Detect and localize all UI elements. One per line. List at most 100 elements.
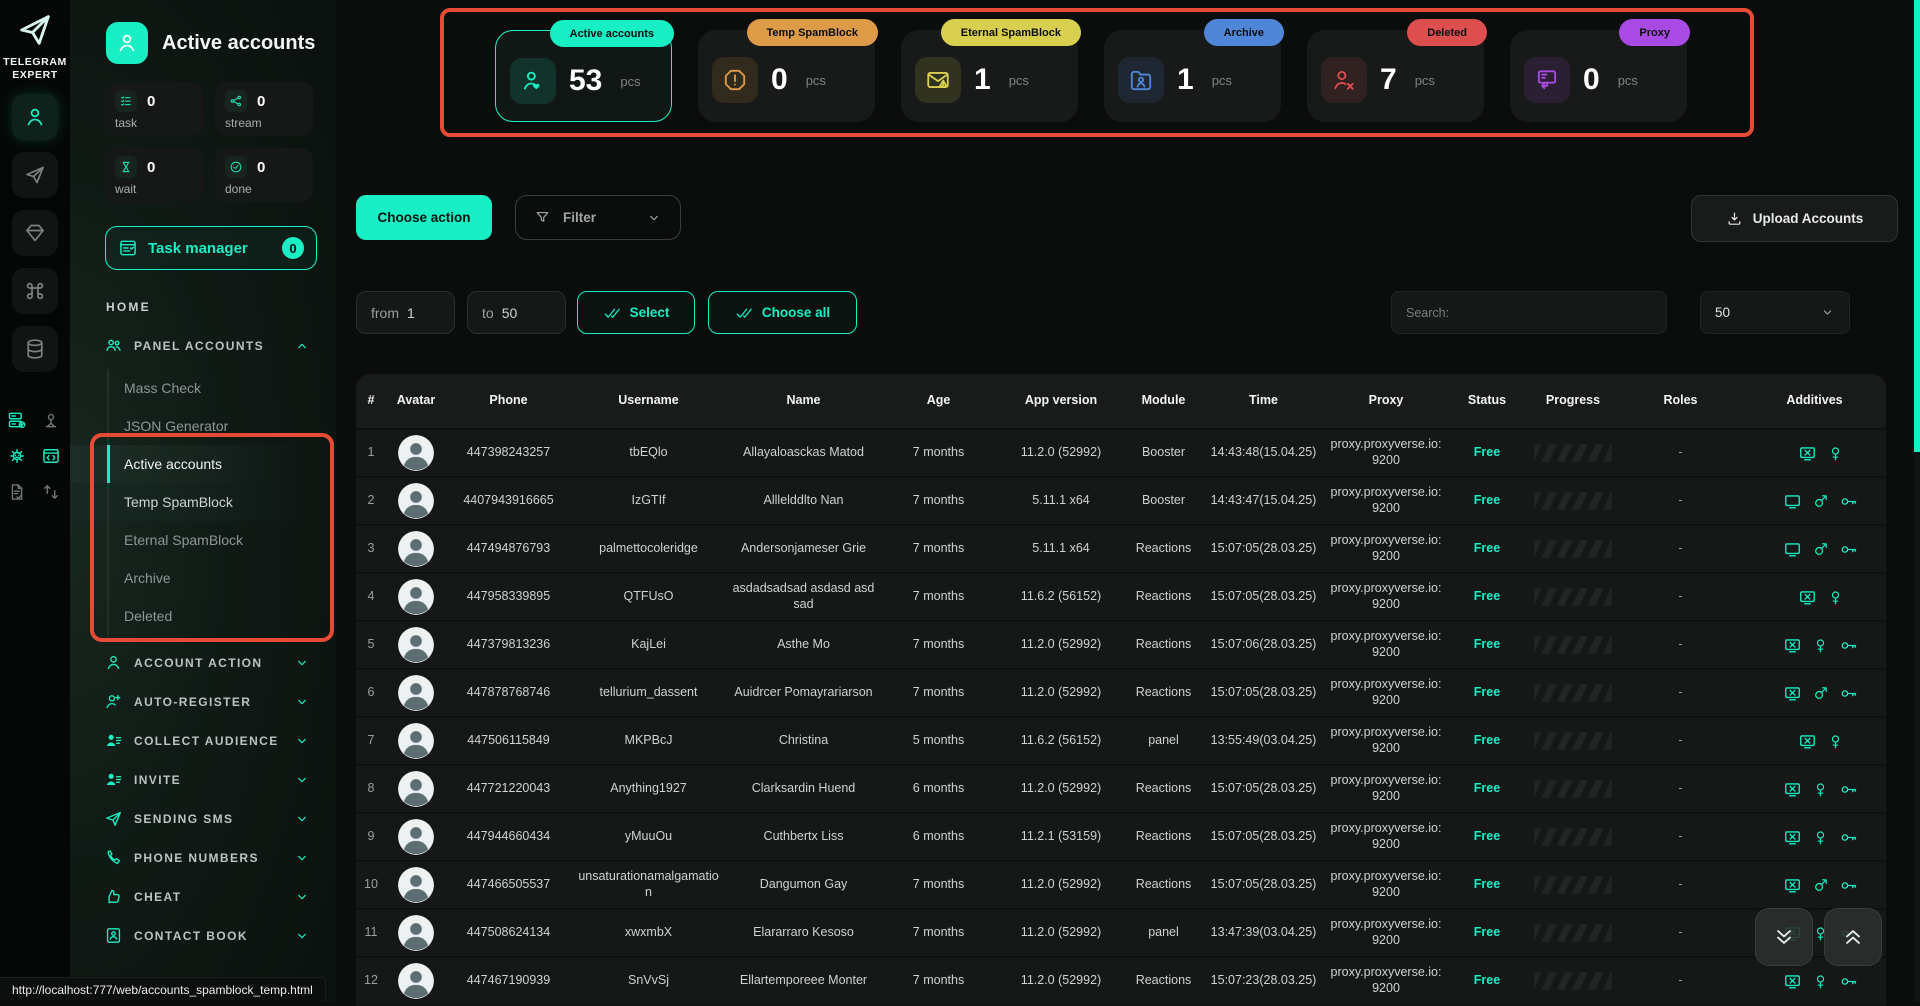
scrollbar-thumb[interactable] (1914, 0, 1920, 452)
column-header-name[interactable]: Name (786, 393, 821, 408)
status-bar-url: http://localhost:777/web/accounts_spambl… (0, 977, 326, 1002)
status-badge: Free (1473, 493, 1501, 508)
category-card-active-accounts[interactable]: Active accounts 53 pcs (495, 20, 674, 122)
sidebar-item-sending-sms[interactable]: SENDING SMS (70, 799, 336, 838)
table-row[interactable]: 4 447958339895 QTFUsO asdadsadsad asdasd as… (356, 572, 1886, 620)
cell-app-version: 11.6.2 (56152) (1020, 733, 1102, 748)
vertical-scrollbar[interactable] (1914, 0, 1920, 1002)
cell-age: 7 months (912, 589, 965, 604)
sidebar-item-contact-book[interactable]: CONTACT BOOK (70, 916, 336, 955)
chevron-down-icon (294, 772, 310, 788)
column-header-username[interactable]: Username (618, 393, 679, 408)
sidebar-item-archive[interactable]: Archive (70, 559, 336, 597)
category-card-deleted[interactable]: Deleted 7 pcs (1307, 19, 1487, 122)
table-row[interactable]: 9 447944660434 yMuuOu Cuthbertx Liss 6 month… (356, 812, 1886, 860)
category-card-eternal-spamblock[interactable]: Eternal SpamBlock 1 pcs (901, 19, 1081, 122)
category-card-temp-spamblock[interactable]: Temp SpamBlock 0 pcs (698, 19, 878, 122)
sidebar-item-panel-accounts[interactable]: PANEL ACCOUNTS (70, 326, 336, 365)
cell-phone: 447398243257 (466, 445, 551, 460)
rail-mini-person-cast[interactable] (41, 410, 61, 430)
table-row[interactable]: 8 447721220043 Anything1927 Clarksardin Hue… (356, 764, 1886, 812)
sidebar-item-collect-audience[interactable]: COLLECT AUDIENCE (70, 721, 336, 760)
brand-line2: EXPERT (12, 69, 58, 82)
category-card-proxy[interactable]: Proxy 0 pcs (1510, 19, 1690, 122)
cell-age: 7 months (912, 685, 965, 700)
choose-all-button[interactable]: Choose all (708, 291, 857, 334)
upload-accounts-button[interactable]: Upload Accounts (1691, 195, 1898, 242)
sidebar-item-temp-spamblock[interactable]: Temp SpamBlock (70, 483, 336, 521)
cell-app-version: 5.11.1 x64 (1032, 541, 1090, 556)
table-row[interactable]: 11 447508624134 xwxmbX Elararraro Kesoso 7 m… (356, 908, 1886, 956)
column-header-age[interactable]: Age (926, 393, 951, 408)
cell-progress (1528, 492, 1618, 510)
cell-age: 7 months (912, 637, 965, 652)
column-header-additives[interactable]: Additives (1786, 393, 1843, 408)
column-header-status[interactable]: Status (1467, 393, 1507, 408)
column-header-module[interactable]: Module (1141, 393, 1186, 408)
column-header-roles[interactable]: Roles (1663, 393, 1698, 408)
scroll-to-top-button[interactable] (1824, 908, 1882, 966)
page-size-select[interactable]: 50 (1700, 291, 1850, 334)
sidebar-item-active-accounts[interactable]: Active accounts (70, 445, 336, 483)
sidebar-item-auto-register[interactable]: AUTO-REGISTER (70, 682, 336, 721)
rail-tab-sending[interactable] (12, 152, 58, 199)
column-header--[interactable]: # (367, 393, 375, 408)
table-row[interactable]: 2 4407943916665 IzGTIf Alllelddlto Nan 7 mon… (356, 476, 1886, 524)
card-value: 1 (1177, 63, 1194, 96)
sidebar-item-deleted[interactable]: Deleted (70, 597, 336, 635)
column-header-avatar[interactable]: Avatar (396, 393, 436, 408)
section-label: AUTO-REGISTER (134, 694, 252, 709)
table-row[interactable]: 6 447878768746 tellurium_dassent Auidrcer P… (356, 668, 1886, 716)
cell-roles: - (1678, 589, 1683, 604)
table-row[interactable]: 1 447398243257 tbEQlo Allayaloasckas Matod 7… (356, 428, 1886, 476)
from-input[interactable] (407, 304, 441, 321)
cell-progress (1528, 924, 1618, 942)
scroll-to-bottom-button[interactable] (1755, 908, 1813, 966)
rail-mini-swap[interactable] (41, 482, 61, 502)
search-input[interactable] (1392, 292, 1666, 333)
double-check-icon (735, 304, 753, 322)
sidebar-item-mass-check[interactable]: Mass Check (70, 369, 336, 407)
table-row[interactable]: 5 447379813236 KajLei Asthe Mo 7 months 11.2.… (356, 620, 1886, 668)
sidebar-item-json-generator[interactable]: JSON Generator (70, 407, 336, 445)
rail-tab-commands[interactable] (12, 268, 58, 315)
sidebar-item-eternal-spamblock[interactable]: Eternal SpamBlock (70, 521, 336, 559)
table-row[interactable]: 12 447467190939 SnVvSj Ellartemporeee Monte… (356, 956, 1886, 1004)
rail-mini-code-window[interactable] (41, 446, 61, 466)
sidebar-item-phone-numbers[interactable]: PHONE NUMBERS (70, 838, 336, 877)
task-manager-button[interactable]: Task manager 0 (105, 226, 317, 270)
rail-tab-premium[interactable] (12, 210, 58, 257)
table-row[interactable]: 10 447466505537 unsaturationamalgamation Da… (356, 860, 1886, 908)
column-header-progress[interactable]: Progress (1545, 393, 1601, 408)
rail-tab-accounts[interactable] (12, 94, 58, 141)
column-header-time[interactable]: Time (1249, 393, 1278, 408)
rail-mini-doc-check[interactable] (7, 482, 27, 502)
cell-avatar (386, 435, 446, 471)
section-label: SENDING SMS (134, 811, 234, 826)
category-card-archive[interactable]: Archive 1 pcs (1104, 19, 1284, 122)
select-button[interactable]: Select (577, 291, 695, 334)
sidebar-item-account-action[interactable]: ACCOUNT ACTION (70, 643, 336, 682)
rail-mini-server-check[interactable] (7, 410, 27, 430)
cell-username: tbEQlo (629, 445, 668, 460)
cell-age: 5 months (912, 733, 965, 748)
cell-username: SnVvSj (628, 973, 669, 988)
table-row[interactable]: 3 447494876793 palmettocoleridge Andersonja… (356, 524, 1886, 572)
cell-proxy: proxy.proxyverse.io:9200 (1330, 581, 1442, 611)
sidebar-item-cheat[interactable]: CHEAT (70, 877, 336, 916)
rail-mini-bot[interactable] (7, 446, 27, 466)
cell-avatar (386, 963, 446, 999)
sidebar-item-invite[interactable]: INVITE (70, 760, 336, 799)
avatar (398, 627, 434, 663)
mail-warning-icon (915, 57, 961, 103)
person-icon (104, 653, 123, 672)
column-header-app-version[interactable]: App version (1024, 393, 1098, 408)
column-header-proxy[interactable]: Proxy (1368, 393, 1404, 408)
cell-status: Free (1446, 445, 1528, 461)
column-header-phone[interactable]: Phone (489, 393, 528, 408)
table-row[interactable]: 7 447506115849 MKPBcJ Christina 5 months 11.6… (356, 716, 1886, 764)
filter-button[interactable]: Filter (515, 195, 681, 240)
choose-action-button[interactable]: Choose action (356, 195, 492, 240)
rail-tab-database[interactable] (12, 326, 58, 373)
to-input[interactable] (501, 304, 536, 321)
